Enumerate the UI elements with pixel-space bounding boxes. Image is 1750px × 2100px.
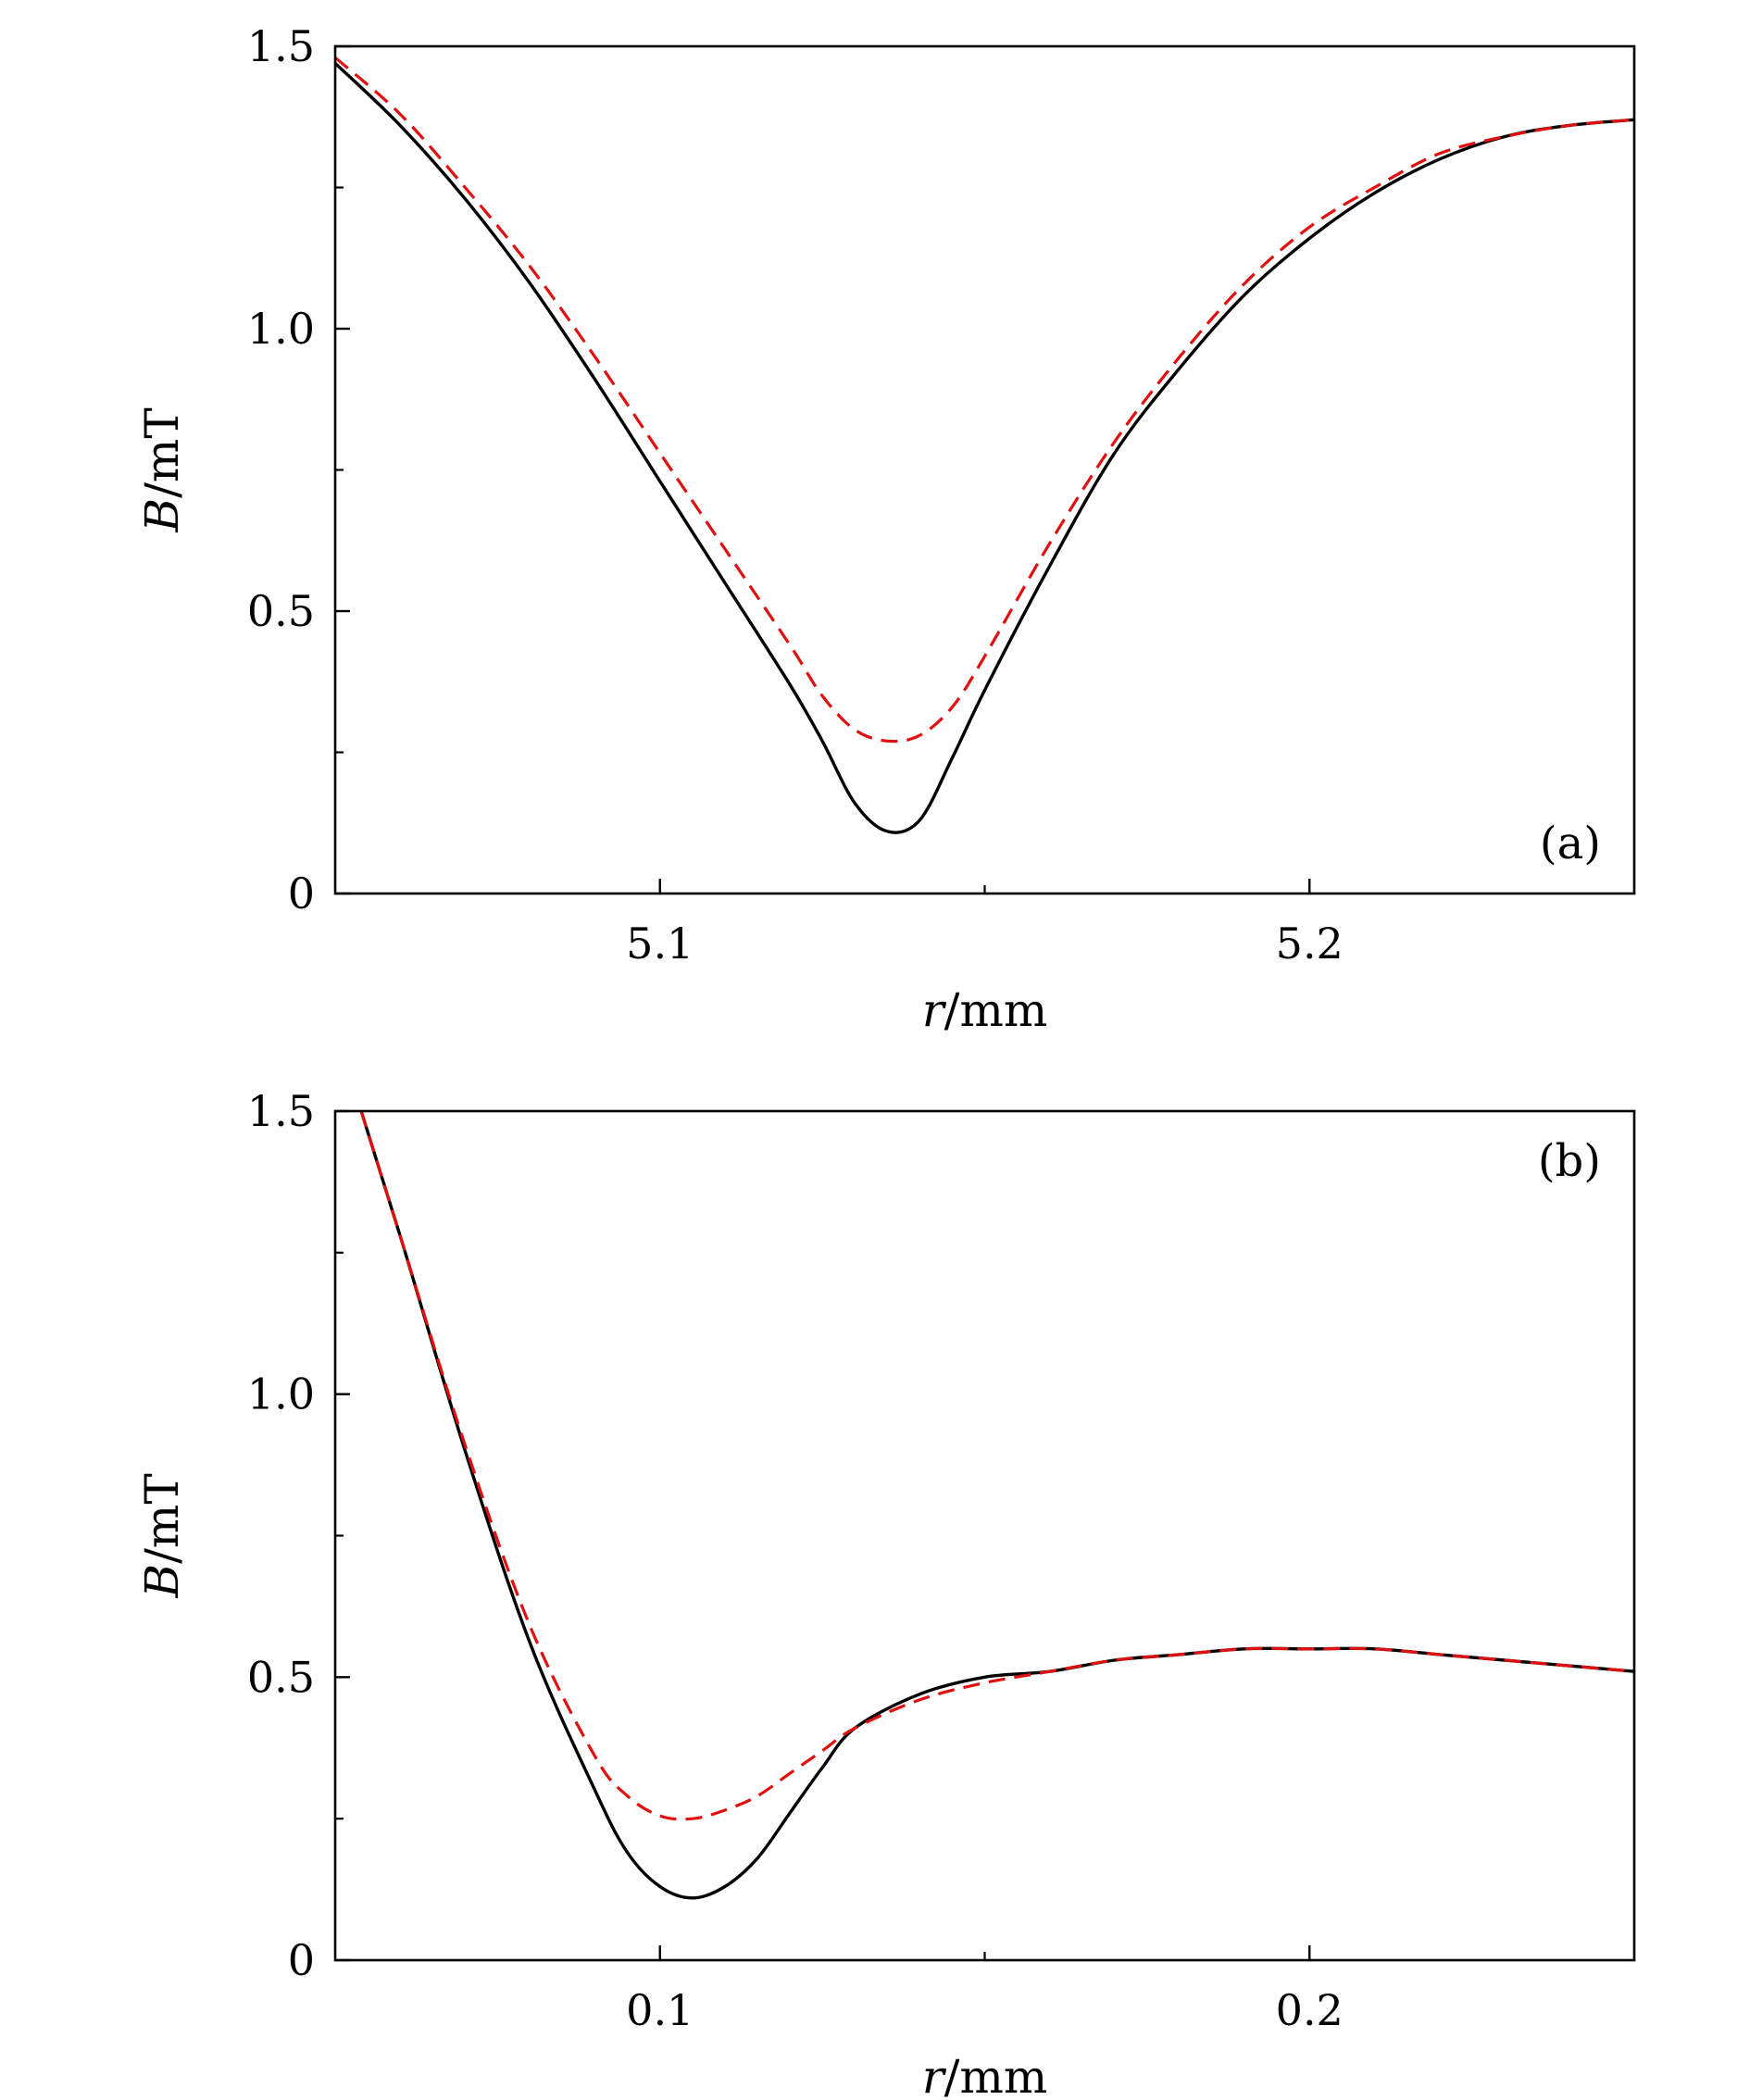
panel-label: (a): [1540, 818, 1601, 869]
plot-area: [359, 1111, 1634, 1900]
panel-label: (b): [1538, 1135, 1601, 1187]
y-tick-label: 1.5: [247, 21, 315, 71]
y-tick-label: 0: [288, 869, 315, 919]
chart-panel-a: 5.1 5.2 0 0.5 1.0 1.5 r/mm B/mT (a): [135, 21, 1636, 1037]
y-axis-variable: B: [135, 498, 189, 533]
y-tick-label: 0.5: [247, 1652, 315, 1702]
x-axis-unit: /mm: [944, 983, 1048, 1037]
x-tick-label: 5.2: [1276, 919, 1344, 969]
plot-frame: [333, 44, 1636, 895]
x-axis-label: r/mm: [922, 983, 1048, 1037]
y-tick-label: 1.0: [247, 304, 315, 354]
y-axis-variable: B: [135, 1564, 189, 1599]
x-tick-label: 0.1: [626, 1985, 694, 2035]
plot-frame: [333, 1109, 1636, 1962]
series-line-dashed: [335, 56, 1634, 744]
x-tick-label: 5.1: [626, 919, 694, 969]
chart-panel-b: 0.1 0.2 0 0.5 1.0 1.5 r/mm B/mT (b): [135, 1086, 1636, 2100]
y-axis-unit: /mT: [135, 1473, 189, 1564]
y-axis-unit: /mT: [135, 407, 189, 498]
x-axis-variable: r: [922, 983, 947, 1037]
series-line-solid: [335, 62, 1634, 834]
y-tick-label: 0.5: [247, 586, 315, 636]
y-tick-label: 1.5: [247, 1086, 315, 1136]
x-axis-label: r/mm: [922, 2050, 1048, 2100]
y-axis-label: B/mT: [135, 1473, 189, 1598]
y-axis-label: B/mT: [135, 407, 189, 532]
y-tick-label: 1.0: [247, 1369, 315, 1419]
x-axis-unit: /mm: [944, 2050, 1048, 2100]
series-line-dashed: [359, 1111, 1634, 1821]
plot-area: [335, 56, 1634, 834]
x-tick-label: 0.2: [1276, 1985, 1344, 2035]
series-line-solid: [359, 1111, 1634, 1900]
y-tick-label: 0: [288, 1935, 315, 1985]
x-axis-variable: r: [922, 2050, 947, 2100]
